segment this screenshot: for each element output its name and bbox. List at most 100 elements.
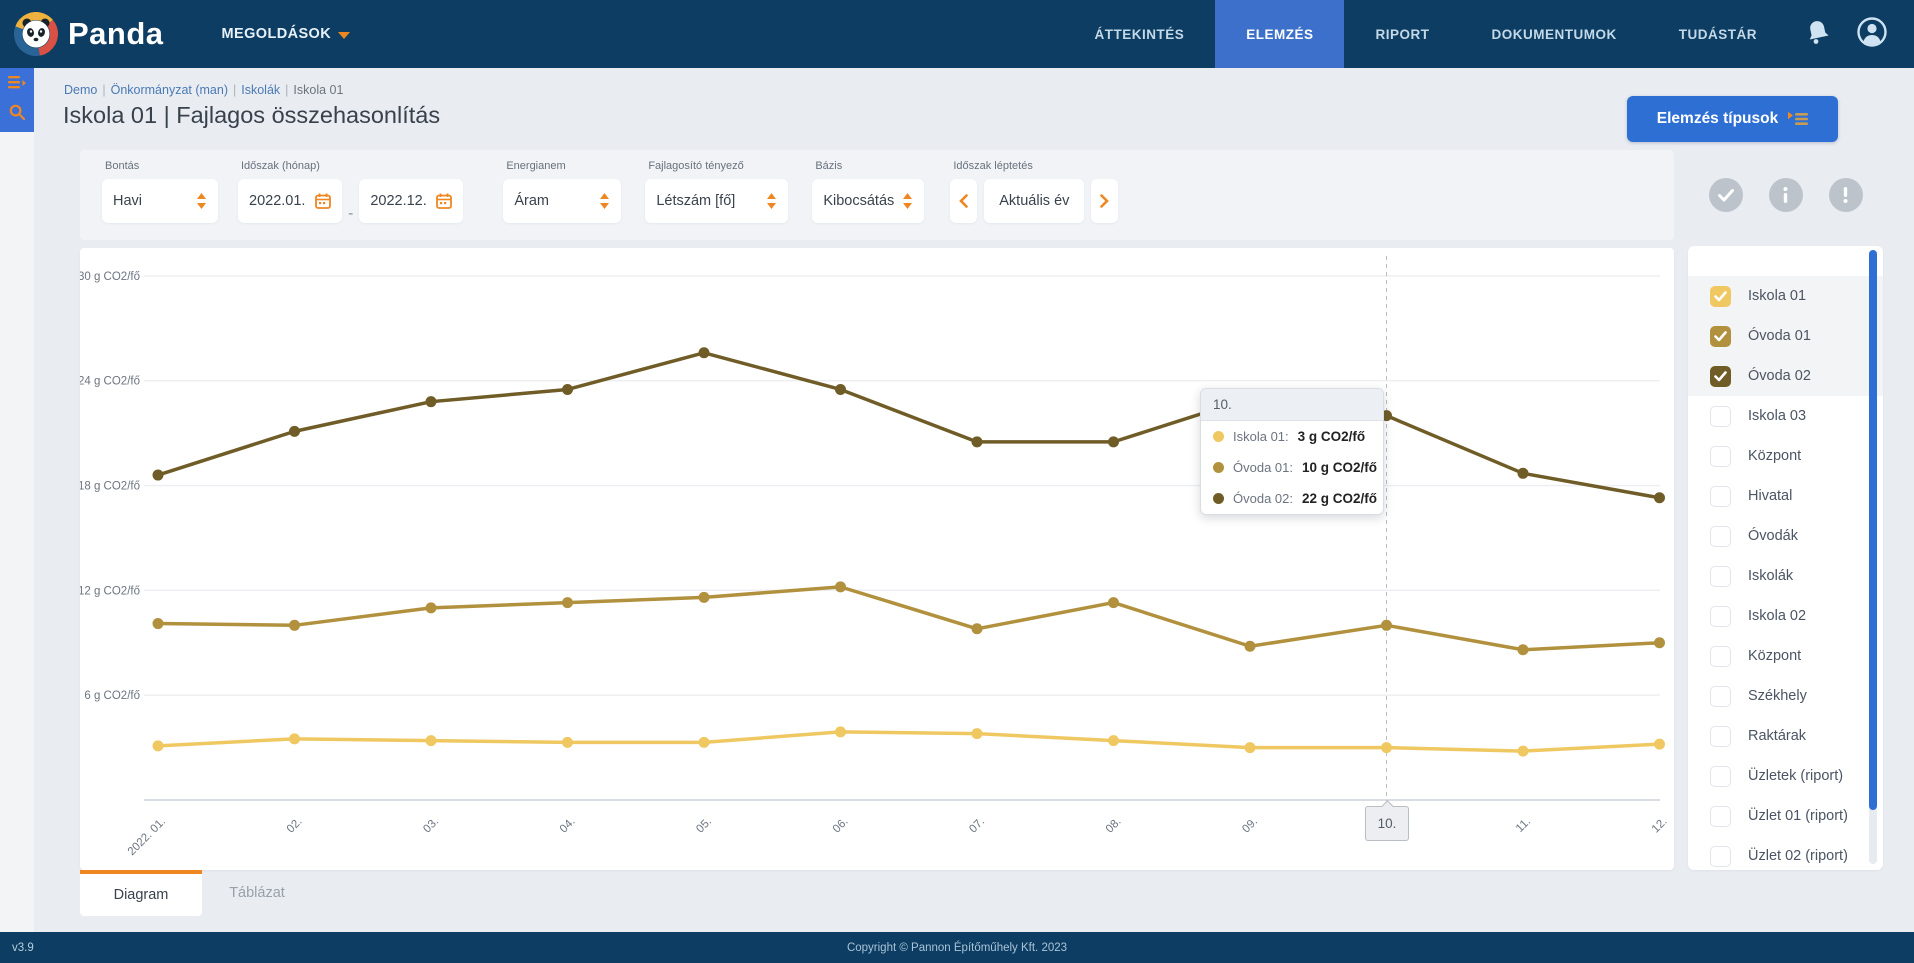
filter-label-energianem: Energianem (506, 160, 566, 172)
nav-item-megoldasok[interactable]: MEGOLDÁSOK (222, 0, 351, 68)
series-list-item[interactable]: Hivatal (1688, 476, 1883, 516)
data-point[interactable] (698, 347, 710, 359)
account-avatar-icon[interactable] (1856, 16, 1888, 53)
series-list-item[interactable]: Székhely (1688, 676, 1883, 716)
series-list-item[interactable]: Iskola 01 (1688, 276, 1883, 316)
status-check-icon[interactable] (1708, 178, 1743, 212)
data-point[interactable] (835, 581, 846, 593)
data-point[interactable] (562, 383, 573, 395)
scrollbar-thumb[interactable] (1869, 250, 1877, 810)
checkbox-checked-icon[interactable] (1710, 325, 1731, 347)
data-point[interactable] (152, 740, 164, 752)
data-point[interactable] (1517, 467, 1529, 479)
data-point[interactable] (698, 736, 710, 748)
checkbox-unchecked-icon[interactable] (1710, 525, 1731, 547)
series-list-item[interactable]: Üzlet 01 (riport) (1688, 796, 1883, 836)
period-current-button[interactable]: Aktuális év (984, 179, 1085, 223)
data-point[interactable] (425, 735, 437, 747)
fajlagosito-select[interactable]: Létszám [fő] (645, 179, 789, 223)
data-point[interactable] (1244, 640, 1256, 652)
nav-tab-tudástár[interactable]: TUDÁSTÁR (1678, 26, 1757, 42)
period-prev-button[interactable] (950, 179, 978, 223)
data-point[interactable] (1517, 745, 1529, 757)
app-logo[interactable]: Panda (0, 0, 164, 68)
series-list-item[interactable]: Óvodák (1688, 516, 1883, 556)
data-point[interactable] (1654, 637, 1665, 649)
series-list-item[interactable]: Iskola 02 (1688, 596, 1883, 636)
energianem-select[interactable]: Áram (503, 179, 622, 223)
tab-diagram[interactable]: Diagram (80, 870, 202, 916)
breadcrumb-link[interactable]: Önkormányzat (man) (110, 83, 228, 97)
series-list-item[interactable]: Óvoda 02 (1688, 356, 1883, 396)
data-point[interactable] (971, 623, 983, 635)
checkbox-unchecked-icon[interactable] (1710, 445, 1731, 467)
checkbox-checked-icon[interactable] (1710, 285, 1731, 307)
fajlagosito-value: Létszám [fő] (656, 193, 736, 209)
series-list-item[interactable]: Központ (1688, 436, 1883, 476)
tooltip-series-value: 22 g CO2/fő (1302, 491, 1378, 506)
scrollbar-track[interactable] (1869, 250, 1877, 864)
series-list-item[interactable]: Központ (1688, 636, 1883, 676)
nav-tab-riport[interactable]: RIPORT (1375, 26, 1430, 42)
checkbox-unchecked-icon[interactable] (1710, 405, 1731, 427)
breadcrumb-link[interactable]: Iskolák (241, 83, 281, 97)
nav-tab-elemzés[interactable]: ELEMZÉS (1215, 0, 1345, 68)
data-point[interactable] (152, 469, 164, 481)
analysis-types-button[interactable]: Elemzés típusok (1627, 96, 1838, 142)
notifications-bell-icon[interactable] (1806, 19, 1830, 50)
data-point[interactable] (1244, 742, 1256, 754)
series-list-item[interactable]: Óvoda 01 (1688, 316, 1883, 356)
checkbox-unchecked-icon[interactable] (1710, 765, 1731, 787)
data-point[interactable] (289, 425, 300, 437)
data-point[interactable] (971, 728, 983, 740)
data-point[interactable] (1654, 492, 1665, 504)
data-point[interactable] (1654, 738, 1665, 750)
checkbox-unchecked-icon[interactable] (1710, 725, 1731, 747)
view-tabs: Diagram Táblázat (80, 870, 312, 916)
checkbox-unchecked-icon[interactable] (1710, 645, 1731, 667)
data-point[interactable] (698, 591, 710, 603)
data-point[interactable] (289, 619, 300, 631)
checkbox-unchecked-icon[interactable] (1710, 685, 1731, 707)
tab-tablazat[interactable]: Táblázat (202, 870, 312, 916)
data-point[interactable] (1517, 644, 1529, 656)
data-point[interactable] (1108, 735, 1119, 747)
data-point[interactable] (562, 597, 573, 609)
data-point[interactable] (152, 618, 164, 630)
checkbox-unchecked-icon[interactable] (1710, 845, 1731, 867)
menu-hamburger-icon[interactable] (8, 75, 26, 95)
data-point[interactable] (1108, 436, 1119, 448)
data-point[interactable] (562, 736, 573, 748)
chevron-left-icon (959, 194, 969, 208)
date-to-input[interactable]: 2022.12. (359, 179, 464, 223)
data-point[interactable] (1381, 742, 1392, 754)
nav-tab-áttekintés[interactable]: ÁTTEKINTÉS (1094, 26, 1185, 42)
series-list-item[interactable]: Iskola 03 (1688, 396, 1883, 436)
data-point[interactable] (425, 602, 437, 614)
search-icon[interactable] (9, 104, 26, 125)
checkbox-unchecked-icon[interactable] (1710, 565, 1731, 587)
checkbox-checked-icon[interactable] (1710, 365, 1731, 387)
bazis-select[interactable]: Kibocsátás (812, 179, 925, 223)
data-point[interactable] (971, 436, 983, 448)
data-point[interactable] (425, 396, 437, 408)
bontas-select[interactable]: Havi (102, 179, 218, 223)
data-point[interactable] (835, 726, 846, 738)
series-list-item[interactable]: Üzletek (riport) (1688, 756, 1883, 796)
series-list-item[interactable]: Raktárak (1688, 716, 1883, 756)
data-point[interactable] (1381, 619, 1392, 631)
data-point[interactable] (289, 733, 300, 745)
checkbox-unchecked-icon[interactable] (1710, 485, 1731, 507)
data-point[interactable] (1108, 597, 1119, 609)
series-list-item[interactable]: Iskolák (1688, 556, 1883, 596)
nav-tab-dokumentumok[interactable]: DOKUMENTUMOK (1491, 26, 1617, 42)
status-alert-icon[interactable] (1828, 178, 1863, 212)
data-point[interactable] (835, 383, 846, 395)
breadcrumb-link[interactable]: Demo (64, 83, 98, 97)
status-info-icon[interactable] (1768, 178, 1803, 212)
series-list-item[interactable]: Üzlet 02 (riport) (1688, 836, 1883, 870)
period-next-button[interactable] (1091, 179, 1119, 223)
checkbox-unchecked-icon[interactable] (1710, 805, 1731, 827)
date-from-input[interactable]: 2022.01. (238, 179, 342, 223)
checkbox-unchecked-icon[interactable] (1710, 605, 1731, 627)
